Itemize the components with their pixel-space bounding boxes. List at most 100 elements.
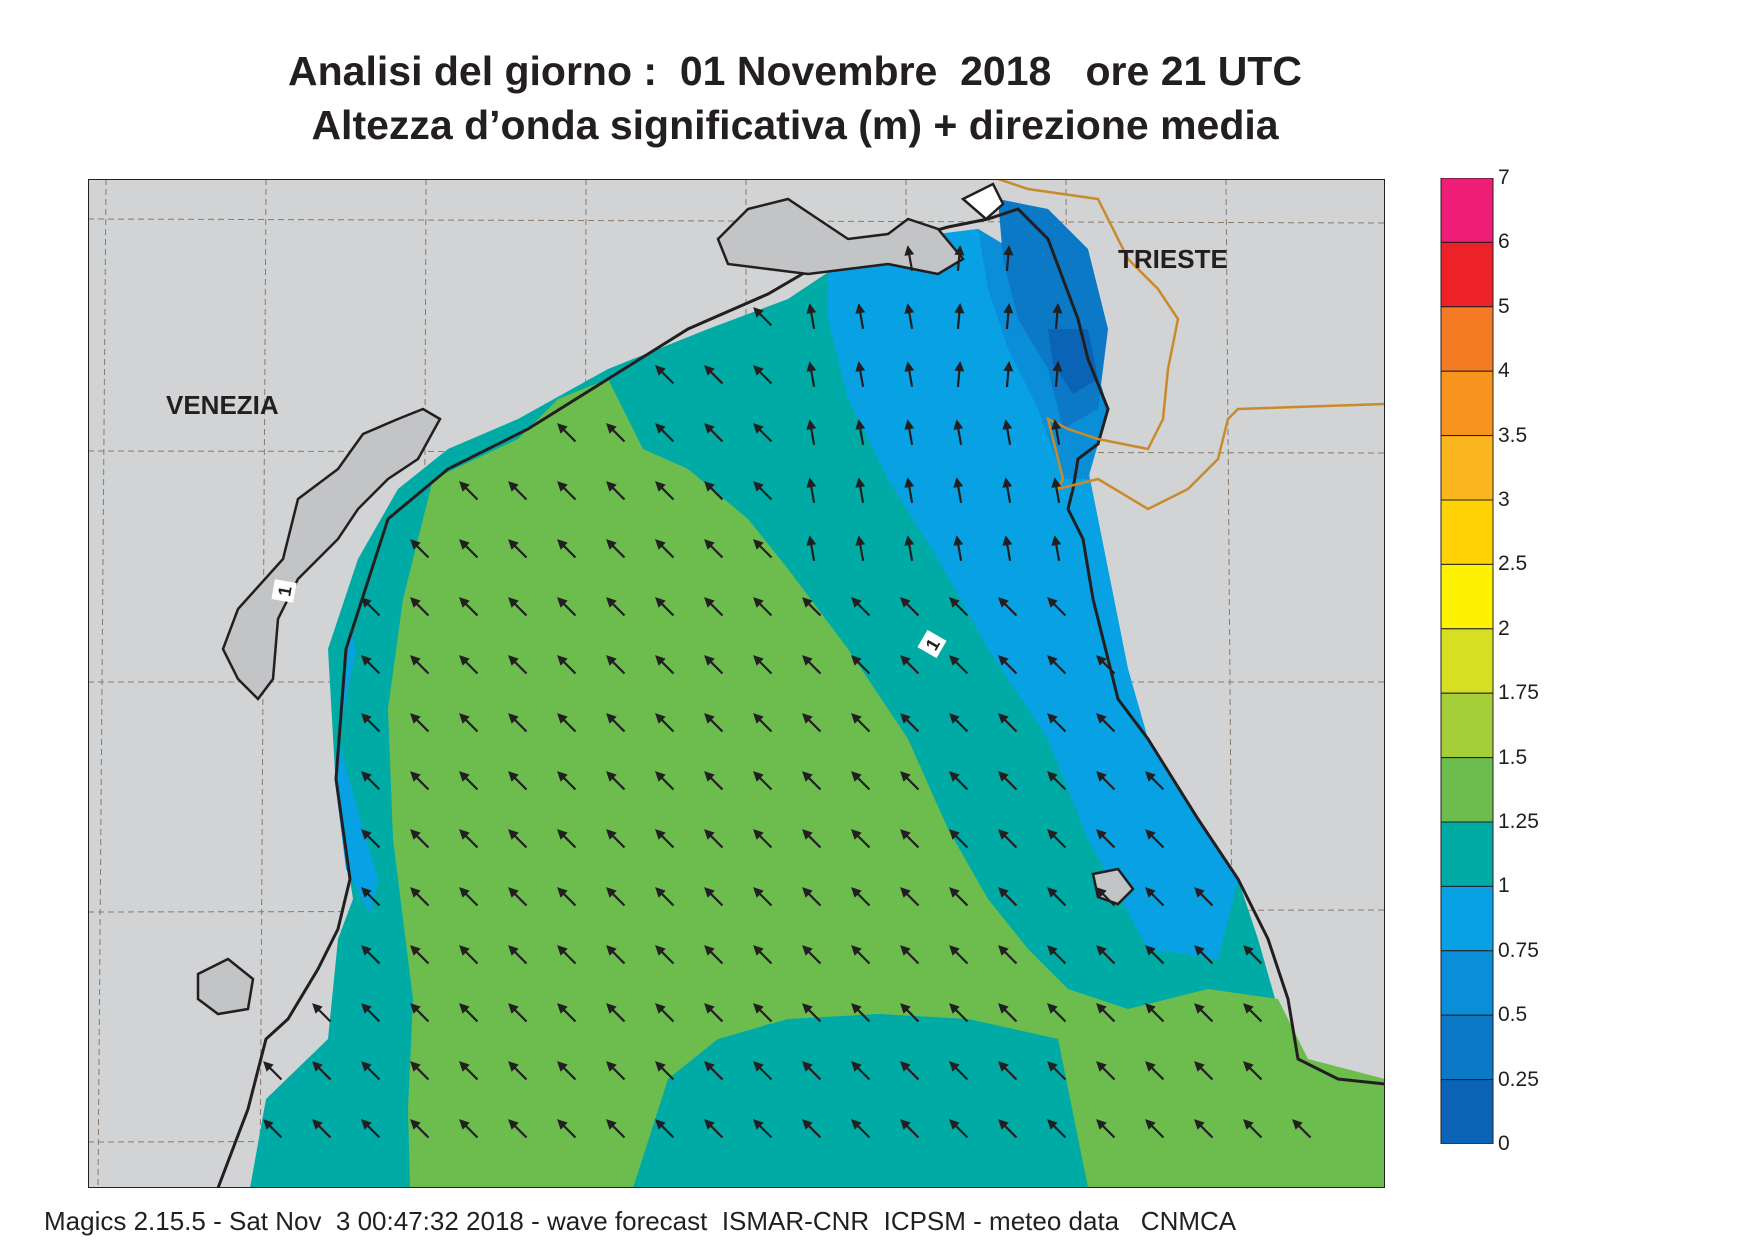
page-title: Analisi del giorno : 01 Novembre 2018 or…: [288, 48, 1302, 94]
legend-band-6-7: [1440, 178, 1494, 243]
legend-tick-label: 3: [1498, 488, 1510, 511]
wave-arrow: [806, 477, 817, 504]
wave-arrow: [904, 419, 915, 446]
legend-band-1.25-1.5: [1440, 757, 1494, 823]
wave-arrow: [806, 419, 817, 446]
wave-arrow: [263, 1061, 283, 1081]
wave-arrow: [508, 481, 528, 501]
wave-arrow: [855, 361, 866, 388]
wave-arrow: [263, 1119, 283, 1139]
legend-band-0.75-1: [1440, 885, 1494, 952]
legend-band-0.25-0.5: [1440, 1014, 1494, 1081]
wave-arrow: [904, 477, 915, 504]
legend-band-0.5-0.75: [1440, 950, 1494, 1016]
wave-arrow: [1051, 419, 1062, 446]
wave-arrow: [410, 1119, 430, 1139]
legend-tick-label: 0.25: [1498, 1067, 1539, 1091]
wave-arrow: [1052, 303, 1063, 330]
wave-arrow: [1145, 1061, 1165, 1081]
wave-arrow: [1194, 1061, 1214, 1081]
legend-band-2-2.5: [1440, 563, 1494, 630]
wave-arrow: [312, 1119, 332, 1139]
wave-arrow: [1243, 1119, 1263, 1139]
legend-tick-label: 1: [1498, 874, 1510, 898]
wave-arrow: [904, 535, 915, 562]
venice-lagoon-land: [221, 407, 442, 701]
wave-arrow: [904, 361, 915, 388]
wave-arrow: [312, 1061, 332, 1081]
page-subtitle: Altezza d’onda significativa (m) + direz…: [311, 102, 1279, 148]
legend-tick-label: 0.5: [1498, 1003, 1528, 1027]
southern-island-land: [196, 957, 255, 1016]
footer-credits: Magics 2.15.5 - Sat Nov 3 00:47:32 2018 …: [44, 1206, 1237, 1236]
sea-zone-1-to-1.25m-south: [633, 1014, 1088, 1188]
legend-tick-label: 1.25: [1498, 810, 1539, 833]
sea-zone-0.75-to-1m-west: [336, 629, 378, 914]
wave-arrow: [459, 1061, 479, 1081]
wave-arrow: [1003, 245, 1014, 272]
wave-arrow: [1003, 303, 1014, 330]
contour-label-west: 1: [271, 579, 297, 603]
legend-tick-label: 2.5: [1498, 552, 1528, 576]
wave-arrow: [1047, 1119, 1067, 1139]
legend-band-3.5-4: [1440, 370, 1494, 437]
wave-arrow: [1002, 419, 1013, 446]
svg-text:1: 1: [274, 585, 295, 598]
wave-height-legend: [1440, 178, 1494, 1144]
national-border: [997, 179, 1385, 511]
wave-arrow: [361, 1061, 381, 1081]
legend-band-1-1.25: [1440, 821, 1494, 887]
wave-arrow: [806, 361, 817, 388]
wave-arrow: [1047, 1061, 1067, 1081]
legend-tick-label: 1.5: [1498, 745, 1528, 769]
wave-arrow: [410, 1061, 430, 1081]
wave-arrow: [1194, 1119, 1214, 1139]
legend-tick-label: 7: [1498, 166, 1510, 189]
wave-height-map: VENEZIA TRIESTE 1 1: [88, 179, 1385, 1188]
wave-arrow: [855, 303, 866, 330]
trieste-peninsula-land: [960, 182, 1005, 221]
legend-band-4-5: [1440, 306, 1494, 372]
legend-tick-label: 0: [1498, 1132, 1510, 1155]
wave-arrow: [459, 1119, 479, 1139]
wave-arrow: [1243, 1061, 1263, 1081]
legend-band-3-3.5: [1440, 435, 1494, 501]
wave-arrow: [1051, 535, 1062, 562]
wave-arrow: [1096, 1119, 1116, 1139]
wave-arrow: [1002, 535, 1013, 562]
wave-arrow: [904, 245, 915, 272]
contour-label-east: 1: [917, 629, 947, 659]
legend-tick-label: 4: [1498, 359, 1510, 383]
friuli-lagoon-land: [716, 197, 965, 276]
legend-tick-label: 2: [1498, 616, 1510, 640]
legend-band-2.5-3: [1440, 499, 1494, 565]
sea-zone-1.25-to-1.5m: [388, 379, 1385, 1188]
wave-arrow: [954, 361, 965, 388]
wave-arrow: [508, 1119, 528, 1139]
legend-band-0-0.25: [1440, 1079, 1494, 1144]
wave-arrow: [806, 303, 817, 330]
wave-arrow: [1003, 361, 1014, 388]
legend-tick-label: 0.75: [1498, 938, 1539, 962]
wave-arrow: [1002, 477, 1013, 504]
wave-arrow: [1145, 1119, 1165, 1139]
label-venezia: VENEZIA: [166, 390, 279, 420]
wave-arrow: [855, 535, 866, 562]
wave-arrow: [904, 303, 915, 330]
wave-arrow: [1096, 1061, 1116, 1081]
wave-arrow: [855, 477, 866, 504]
wave-arrow: [954, 303, 965, 330]
wave-arrow: [953, 477, 964, 504]
legend-tick-label: 3.5: [1498, 423, 1528, 447]
legend-tick-label: 6: [1498, 230, 1510, 254]
wave-arrow: [953, 535, 964, 562]
legend-band-1.75-2: [1440, 628, 1494, 694]
wave-arrow: [1292, 1119, 1312, 1139]
legend-tick-label: 1.75: [1498, 681, 1539, 705]
legend-band-1.5-1.75: [1440, 692, 1494, 759]
label-trieste: TRIESTE: [1118, 244, 1228, 274]
wave-arrow: [508, 1061, 528, 1081]
coastline: [216, 207, 1385, 1188]
wave-arrow: [1052, 361, 1063, 388]
wave-arrow: [806, 535, 817, 562]
